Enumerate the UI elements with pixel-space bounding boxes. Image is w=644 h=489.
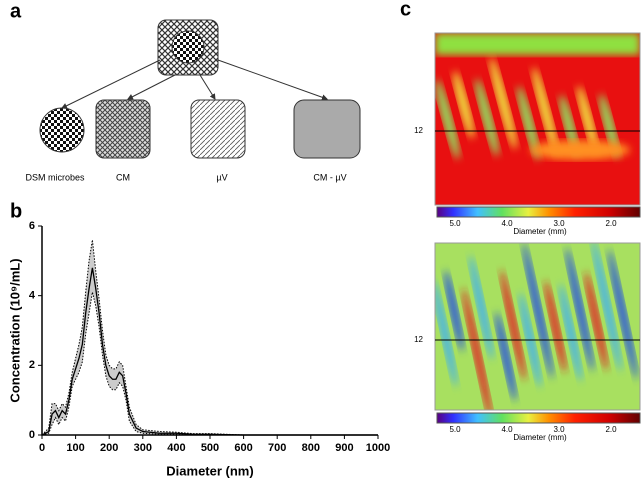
- x-tick-label: 200: [100, 442, 118, 454]
- colorbar: [436, 412, 641, 424]
- heat-blob: [469, 255, 494, 360]
- y-axis-label: Concentration (10⁹/mL): [7, 258, 22, 402]
- heat-blob: [592, 243, 622, 372]
- heat-blob: [435, 279, 457, 387]
- heat-blob: [544, 280, 566, 373]
- colorbar-label: Diameter (mm): [513, 227, 567, 236]
- x-tick-label: 900: [335, 442, 353, 454]
- row-label: 12: [414, 126, 423, 135]
- x-axis-label: Diameter (nm): [166, 463, 253, 478]
- colorbar-tick-label: 5.0: [449, 219, 461, 228]
- heatmap: [435, 33, 640, 205]
- heat-blob: [577, 86, 598, 154]
- x-tick-label: 600: [234, 442, 252, 454]
- item-label: µV: [216, 172, 227, 182]
- heat-blob: [585, 271, 608, 371]
- heat-blob: [435, 79, 460, 160]
- heat-blob: [500, 269, 526, 381]
- source-circle: [171, 30, 205, 64]
- colorbar-tick-label: 4.0: [501, 425, 513, 434]
- colorbar: [436, 206, 641, 218]
- panel-label: c: [400, 0, 411, 20]
- cmuv-box: [293, 99, 361, 159]
- heat-blob: [462, 287, 493, 410]
- cm-box: [95, 99, 151, 159]
- heat-blob: [517, 86, 540, 161]
- heatmap-frame: [434, 242, 641, 411]
- heatmap-frame: [434, 32, 641, 206]
- heat-blob: [530, 140, 630, 160]
- y-tick-label: 4: [29, 290, 36, 302]
- x-tick-label: 700: [268, 442, 286, 454]
- heat-blob: [608, 249, 638, 380]
- heat-blob: [532, 67, 559, 156]
- x-tick-label: 0: [39, 442, 45, 454]
- heatmap: [435, 243, 640, 410]
- arrow: [217, 59, 328, 101]
- panel-label: b: [10, 200, 22, 222]
- item-label: CM - µV: [313, 172, 346, 182]
- diagram: [39, 19, 361, 159]
- item-label: DSM microbes: [25, 172, 85, 182]
- x-tick-label: 100: [66, 442, 84, 454]
- y-tick-label: 0: [29, 429, 35, 441]
- y-tick-label: 6: [29, 220, 35, 232]
- item-label: CM: [116, 172, 130, 182]
- arrow: [127, 74, 176, 100]
- colorbar-tick-label: 3.0: [553, 219, 565, 228]
- colorbar-tick-label: 4.0: [501, 219, 513, 228]
- panel-label: a: [10, 0, 22, 22]
- line-chart: 0 2 4 6 0 100 200 300 400 500 600 700 800 900 1000 Diam…: [7, 220, 390, 479]
- colorbar-label: Diameter (mm): [513, 433, 567, 442]
- heat-band: [435, 33, 640, 55]
- colorbar-tick-label: 5.0: [449, 425, 461, 434]
- y-tick-label: 2: [29, 359, 35, 371]
- colorbar-tick-label: 2.0: [605, 425, 617, 434]
- x-tick-label: 800: [302, 442, 320, 454]
- x-tick-label: 1000: [366, 442, 390, 454]
- heat-blob: [475, 78, 499, 157]
- x-tick-label: 300: [134, 442, 152, 454]
- heat-blob: [522, 243, 553, 379]
- microbe-circle: [39, 107, 85, 153]
- heat-blob: [444, 270, 464, 352]
- row-label: 12: [414, 335, 423, 344]
- heat-blob: [453, 71, 474, 139]
- uv-box: [190, 99, 246, 159]
- heat-blob: [489, 57, 517, 150]
- line: [41, 292, 378, 436]
- heat-blob: [559, 283, 582, 382]
- colorbar-tick-label: 3.0: [553, 425, 565, 434]
- x-tick-label: 500: [201, 442, 219, 454]
- x-tick-label: 400: [167, 442, 185, 454]
- axes: [41, 226, 378, 436]
- colorbar-tick-label: 2.0: [605, 219, 617, 228]
- arrow: [199, 74, 216, 100]
- line: [41, 239, 378, 436]
- heat-blob: [495, 311, 517, 402]
- arrow: [61, 59, 161, 109]
- heat-blob: [599, 94, 620, 159]
